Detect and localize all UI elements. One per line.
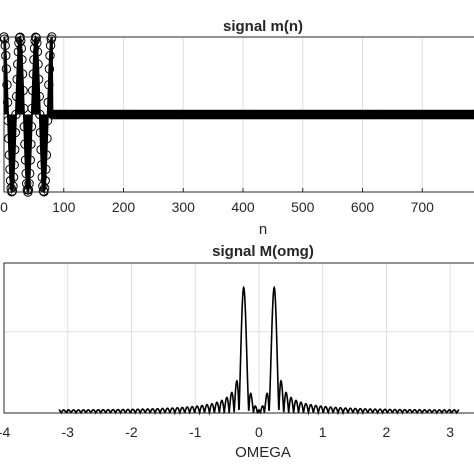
top-x-tick-label: 200 xyxy=(112,199,136,215)
top-data-point xyxy=(2,97,13,108)
top-data-point xyxy=(1,50,11,61)
top-data-point xyxy=(17,54,27,65)
top-x-tick-labels: 0 100 200 300 400 500 600 700 xyxy=(0,199,434,215)
top-data-point xyxy=(18,85,28,96)
top-data-point xyxy=(17,69,28,79)
top-x-tick-label: 700 xyxy=(411,199,435,215)
top-data-point xyxy=(41,150,52,160)
bottom-x-tick-labels: -4 -3 -2 -1 0 1 2 3 xyxy=(0,424,454,440)
top-data-point xyxy=(42,133,52,144)
bot-x-tick-label: -2 xyxy=(125,424,138,440)
top-axes-frame xyxy=(3,36,474,193)
bottom-plot: -4 -3 -2 -1 0 1 2 3 signal M(omg) OMEGA xyxy=(0,243,474,461)
top-chart-title: signal m(n) xyxy=(223,18,303,35)
top-x-tick-label: 100 xyxy=(52,199,76,215)
top-data-point xyxy=(1,64,12,74)
top-data-point xyxy=(33,59,43,69)
top-data-point xyxy=(10,127,21,138)
top-data-point xyxy=(32,38,42,48)
top-data-point xyxy=(24,178,34,189)
bottom-x-axis-label: OMEGA xyxy=(235,444,291,461)
bottom-chart-title: signal M(omg) xyxy=(212,243,314,260)
top-data-point xyxy=(10,144,20,155)
bot-x-tick-label: -4 xyxy=(0,424,10,440)
bot-x-tick-label: -3 xyxy=(62,424,75,440)
top-series xyxy=(0,32,474,197)
top-data-point xyxy=(7,186,18,196)
top-data-point xyxy=(32,47,43,57)
top-data-point xyxy=(25,155,35,165)
top-data-point xyxy=(23,185,34,195)
bot-x-tick-label: -1 xyxy=(189,424,202,440)
top-data-point xyxy=(2,80,12,90)
top-x-tick-label: 0 xyxy=(0,199,8,215)
top-data-point xyxy=(42,115,53,126)
top-data-point xyxy=(26,121,37,132)
top-data-point xyxy=(0,40,10,51)
bottom-axes-frame xyxy=(3,262,474,414)
top-data-point xyxy=(24,168,35,179)
top-data-point xyxy=(8,181,18,191)
top-data-point xyxy=(31,33,41,43)
bot-x-tick-label: 0 xyxy=(255,424,263,440)
top-data-point xyxy=(33,74,44,85)
bot-x-tick-label: 3 xyxy=(446,424,454,440)
top-x-tick-label: 300 xyxy=(172,199,196,215)
top-data-point xyxy=(41,164,51,175)
bot-x-tick-label: 2 xyxy=(383,424,391,440)
top-x-tick-label: 600 xyxy=(351,199,375,215)
top-data-point xyxy=(8,172,19,182)
top-plot: 0 100 200 300 400 500 600 700 signal m(n) n xyxy=(0,18,474,238)
top-data-point xyxy=(16,43,27,54)
top-x-tick-label: 400 xyxy=(231,199,255,215)
top-data-point xyxy=(9,160,19,170)
top-data-point xyxy=(40,175,50,186)
top-data-point xyxy=(34,91,44,102)
top-x-axis-label: n xyxy=(259,221,267,238)
top-data-point xyxy=(0,34,10,44)
top-data-point xyxy=(26,139,36,149)
bot-x-tick-label: 1 xyxy=(319,424,327,440)
top-x-tick-label: 500 xyxy=(291,199,315,215)
